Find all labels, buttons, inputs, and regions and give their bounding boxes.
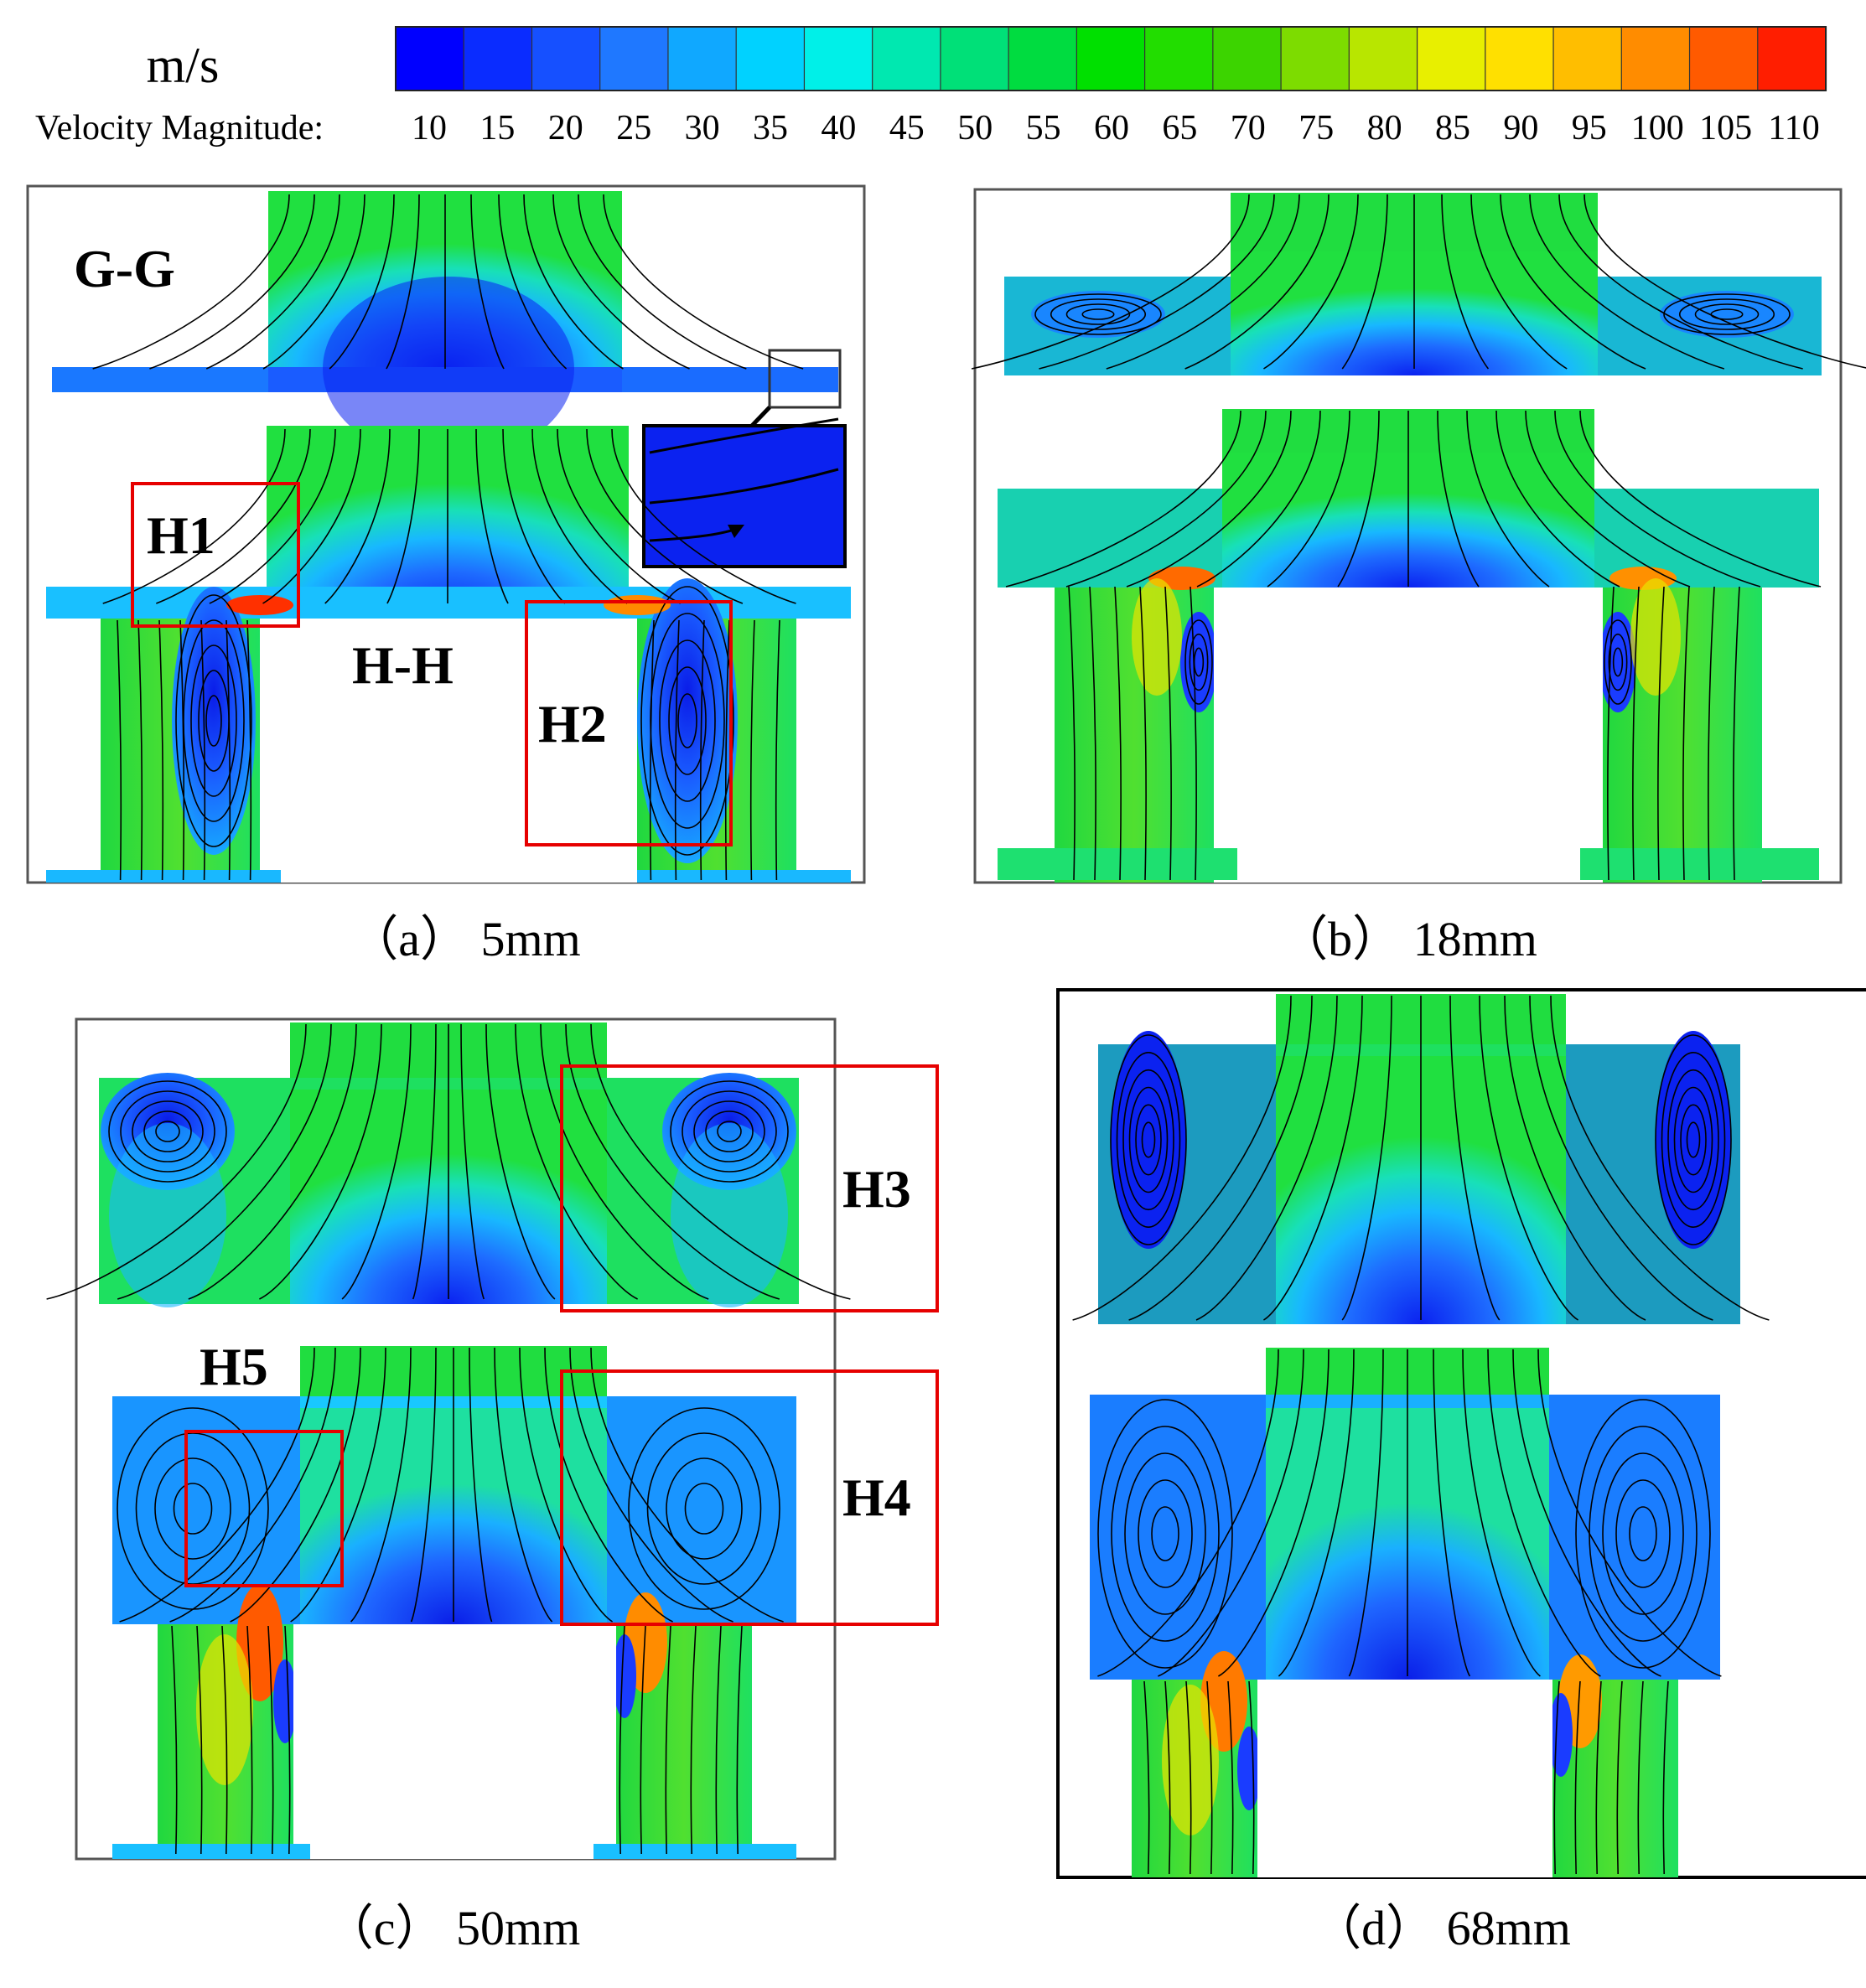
colorbar-swatch (872, 26, 942, 91)
label-h1: H1 (147, 505, 215, 565)
label-h2: H2 (538, 694, 607, 753)
colorbar-swatch (1757, 26, 1827, 91)
caption-b: （b） 18mm (1279, 912, 1537, 966)
colorbar-swatch (1416, 26, 1486, 91)
colorbar-tick-label: 110 (1768, 109, 1819, 148)
colorbar-swatch (1008, 26, 1078, 91)
colorbar-swatch (1280, 26, 1350, 91)
panel-c: H3 H4 H5 (46, 1017, 939, 1861)
label-h5: H5 (200, 1337, 268, 1396)
colorbar-tick-label: 40 (821, 109, 856, 148)
label-h4: H4 (842, 1468, 911, 1527)
colorbar-swatch (1212, 26, 1283, 91)
colorbar-swatch (940, 26, 1010, 91)
colorbar-title: Velocity Magnitude: (35, 109, 324, 148)
colorbar-swatch (1144, 26, 1214, 91)
colorbar-tick-label: 75 (1298, 109, 1334, 148)
colorbar: m/s Velocity Magnitude: 10 15 20 25 30 35 40 45… (35, 26, 1827, 148)
colorbar-swatch (1620, 26, 1691, 91)
colorbar-tick-label: 45 (889, 109, 925, 148)
caption-a: （a） 5mm (350, 912, 580, 966)
colorbar-swatch (803, 26, 873, 91)
highlight-h2 (525, 600, 733, 846)
colorbar-tick-label: 70 (1231, 109, 1266, 148)
colorbar-swatch (531, 26, 601, 91)
panel-d-streamlines (1072, 995, 1770, 1875)
colorbar-tick-label: 50 (957, 109, 993, 148)
colorbar-swatch (463, 26, 533, 91)
colorbar-tick-label: 20 (548, 109, 583, 148)
colorbar-unit: m/s (147, 38, 220, 93)
colorbar-tick-label: 25 (616, 109, 651, 148)
colorbar-tick-label: 105 (1699, 109, 1752, 148)
colorbar-tick-label: 65 (1162, 109, 1197, 148)
highlight-h5 (184, 1430, 344, 1587)
colorbar-swatch (1485, 26, 1555, 91)
colorbar-tick-label: 95 (1572, 109, 1607, 148)
colorbar-tick-label: 90 (1503, 109, 1538, 148)
colorbar-swatch (599, 26, 670, 91)
colorbar-tick-label: 55 (1026, 109, 1061, 148)
caption-c: （c） 50mm (325, 1901, 580, 1955)
panel-d (1056, 988, 1866, 1879)
colorbar-swatch (1348, 26, 1418, 91)
colorbar-tick-label: 80 (1367, 109, 1402, 148)
colorbar-tick-label: 35 (753, 109, 788, 148)
colorbar-swatch (667, 26, 738, 91)
panel-c-streamlines (46, 1023, 851, 1855)
highlight-h1 (131, 482, 300, 628)
colorbar-swatches (395, 26, 1827, 91)
colorbar-tick-label: 10 (412, 109, 447, 148)
colorbar-swatch (1552, 26, 1623, 91)
colorbar-tick-label: 85 (1435, 109, 1470, 148)
colorbar-tick-label: 100 (1631, 109, 1684, 148)
panel-a-streamlines (92, 194, 804, 881)
highlight-h3 (560, 1064, 939, 1312)
panel-b (971, 188, 1866, 884)
colorbar-tick-label: 60 (1094, 109, 1129, 148)
caption-d: （d） 68mm (1313, 1901, 1571, 1955)
colorbar-swatch (1688, 26, 1759, 91)
panel-a: G-G H-H H1 H2 (26, 184, 866, 884)
label-gg: G-G (74, 239, 175, 298)
panel-b-streamlines (971, 194, 1866, 881)
label-hh: H-H (352, 635, 454, 695)
label-h3: H3 (842, 1159, 911, 1219)
colorbar-swatch (735, 26, 806, 91)
colorbar-tick-label: 30 (685, 109, 720, 148)
colorbar-swatch (1076, 26, 1146, 91)
panel-a-inset (642, 349, 847, 568)
highlight-h4 (560, 1369, 939, 1626)
colorbar-tick-label: 15 (479, 109, 515, 148)
colorbar-swatch (395, 26, 465, 91)
colorbar-tick-labels: 10 15 20 25 30 35 40 45 50 55 60 65 70 75 80 85 90 95 100 1… (412, 109, 1820, 148)
